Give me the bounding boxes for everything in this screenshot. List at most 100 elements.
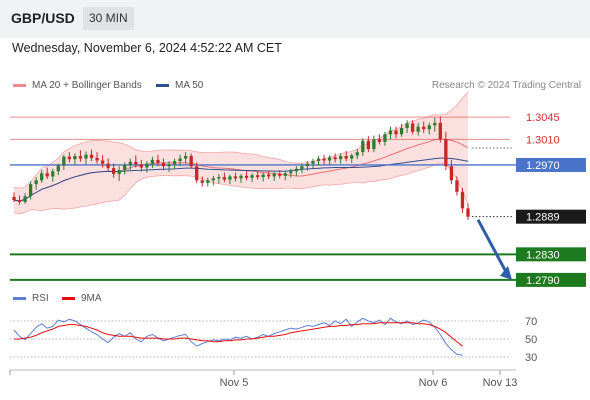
- pivot-tag: [516, 157, 586, 172]
- candle-body: [111, 168, 116, 174]
- candle-body: [156, 159, 160, 164]
- support-tag: [516, 272, 586, 287]
- resistance-label: 1.3045: [526, 112, 560, 124]
- candle-body: [322, 158, 326, 161]
- candle-body: [228, 176, 232, 180]
- candle-body: [344, 156, 348, 159]
- candle-body: [255, 175, 260, 178]
- candle-body: [12, 196, 16, 201]
- candle-body: [449, 166, 454, 181]
- rsi-tick-label: 30: [525, 352, 537, 364]
- currency-pair: GBP/USD: [11, 10, 75, 26]
- candle-body: [444, 139, 448, 167]
- legend-item-rsi: RSI: [13, 293, 49, 304]
- legend-label: MA 50: [175, 80, 204, 91]
- candle-body: [372, 139, 376, 149]
- candle-body: [128, 161, 132, 165]
- candle-body: [51, 171, 55, 177]
- candle-body: [139, 164, 144, 168]
- ma20-swatch: [13, 83, 26, 87]
- candle-body: [361, 140, 365, 153]
- candle-body: [272, 173, 276, 177]
- credit-text: Research © 2024 Trading Central: [431, 80, 581, 91]
- candle-body: [377, 139, 382, 142]
- candle-body: [117, 170, 121, 174]
- x-tick-label: Nov 5: [220, 377, 249, 389]
- candle-body: [422, 126, 426, 130]
- candle-body: [289, 171, 293, 174]
- rsi-9ma-line: [14, 322, 463, 347]
- last-price-tag: [516, 209, 586, 224]
- candle-body: [222, 177, 227, 180]
- candle-body: [283, 173, 287, 176]
- x-tick-label: Nov 6: [419, 377, 448, 389]
- candle-body: [433, 122, 437, 126]
- rsi-swatch: [13, 296, 26, 300]
- candle-body: [206, 180, 210, 183]
- candle-body: [145, 163, 149, 168]
- candle-body: [78, 156, 83, 159]
- candle-body: [278, 173, 282, 176]
- last-price-label: 1.2889: [526, 212, 560, 224]
- candle-body: [316, 158, 321, 162]
- candle-body: [416, 126, 420, 132]
- candle-body: [355, 152, 359, 156]
- legend-label: RSI: [32, 293, 49, 304]
- header-bar: GBP/USD 30 MIN: [0, 0, 590, 38]
- candle-body: [311, 161, 315, 164]
- candle-body: [388, 130, 393, 135]
- candle-body: [300, 166, 304, 169]
- support-label: 1.2830: [526, 249, 560, 261]
- legend-item-ma20: MA 20 + Bollinger Bands: [13, 80, 142, 91]
- candle-body: [410, 123, 415, 132]
- legend-item-9ma: 9MA: [62, 293, 102, 304]
- support-label: 1.2790: [526, 275, 560, 287]
- candle-body: [123, 164, 127, 171]
- resistance-label: 1.3010: [526, 134, 560, 146]
- candle-body: [134, 161, 138, 165]
- candle-body: [34, 180, 38, 185]
- candle-body: [28, 184, 33, 197]
- x-tick-label: Nov 13: [483, 377, 518, 389]
- candle-body: [366, 140, 371, 149]
- candle-body: [327, 157, 332, 161]
- candle-body: [172, 161, 177, 165]
- candle-body: [23, 196, 27, 202]
- bollinger-upper-line: [13, 91, 469, 189]
- candle-body: [195, 166, 199, 181]
- forecast-arrow-head: [500, 265, 512, 280]
- forecast-arrow-shaft: [476, 218, 508, 273]
- candle-body: [239, 175, 243, 179]
- pivot-label: 1.2970: [526, 160, 560, 172]
- timestamp: Wednesday, November 6, 2024 4:52:22 AM C…: [12, 41, 282, 55]
- candle-body: [250, 175, 254, 178]
- candle-body: [200, 180, 204, 183]
- candle-body: [294, 168, 299, 172]
- candle-body: [383, 134, 387, 142]
- legend-item-ma50: MA 50: [156, 80, 203, 91]
- candle-body: [100, 160, 105, 164]
- timeframe-button[interactable]: 30 MIN: [83, 7, 134, 30]
- candle-body: [455, 180, 459, 192]
- candle-body: [261, 174, 265, 178]
- candle-body: [17, 200, 22, 202]
- candle-body: [73, 156, 77, 160]
- candle-body: [178, 158, 182, 162]
- candle-body: [394, 130, 398, 135]
- candle-body: [67, 156, 72, 160]
- candle-body: [333, 157, 337, 160]
- candle-body: [350, 155, 354, 159]
- candle-body: [183, 156, 188, 159]
- bollinger-band-area: [14, 91, 468, 214]
- candle-body: [233, 176, 238, 179]
- candle-body: [106, 163, 110, 169]
- candle-body: [189, 156, 193, 167]
- candle-body: [305, 163, 310, 167]
- candle-body: [244, 175, 249, 178]
- candle-body: [45, 173, 49, 177]
- 9ma-swatch: [62, 296, 75, 300]
- candle-body: [211, 178, 215, 181]
- candle-body: [161, 163, 166, 167]
- candle-body: [89, 154, 94, 158]
